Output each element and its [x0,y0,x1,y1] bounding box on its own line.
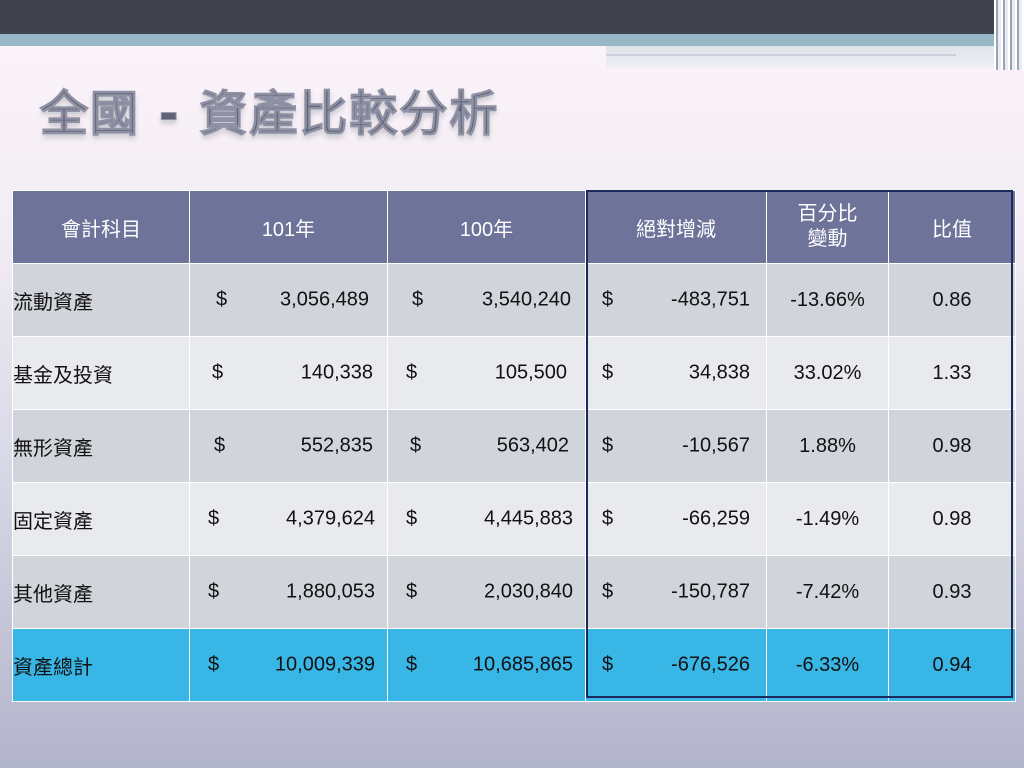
amount: 3,056,489 [280,288,369,311]
cell-subject: 其他資產 [12,555,190,629]
header-percent-change: 百分比 變動 [766,190,889,264]
amount: -483,751 [671,288,750,311]
currency-symbol: $ [406,507,418,530]
cell-delta: $ -676,526 [585,628,767,702]
currency-symbol: $ [406,653,418,676]
cell-percent: -6.33% [766,628,889,702]
amount: 4,379,624 [286,507,375,530]
cell-percent: -1.49% [766,482,889,556]
cell-percent: -7.42% [766,555,889,629]
currency-symbol: $ [214,434,226,457]
header-ratio: 比值 [888,190,1016,264]
currency-symbol: $ [412,288,424,311]
cell-subject: 無形資產 [12,409,190,483]
cell-delta: $ -66,259 [585,482,767,556]
currency-symbol: $ [602,507,614,530]
amount: 10,009,339 [274,653,375,676]
cell-percent: 33.02% [766,336,889,410]
cell-subject: 基金及投資 [12,336,190,410]
top-accent-band [0,34,1024,46]
currency-symbol: $ [602,580,614,603]
amount: -66,259 [682,507,750,530]
currency-symbol: $ [406,580,418,603]
amount: 10,685,865 [472,653,573,676]
cell-ratio: 0.98 [888,409,1016,483]
top-dark-bar [0,0,1024,34]
amount: 1,880,053 [286,580,375,603]
currency-symbol: $ [602,288,614,311]
cell-delta: $ -483,751 [585,263,767,337]
cell-subject: 流動資產 [12,263,190,337]
cell-ratio: 1.33 [888,336,1016,410]
header-subject: 會計科目 [12,190,190,264]
cell-value-101: $140,338 [189,336,388,410]
amount: 105,500 [494,361,567,384]
amount: -150,787 [671,580,750,603]
slide-title: 全國 - 資產比較分析 [39,86,500,143]
cell-value-100: $4,445,883 [387,482,586,556]
currency-symbol: $ [406,361,418,384]
cell-value-100: $3,540,240 [387,263,586,337]
cell-value-101: $3,056,489 [189,263,388,337]
amount: 3,540,240 [482,288,571,311]
currency-symbol: $ [410,434,422,457]
amount: 2,030,840 [484,580,573,603]
header-row: 會計科目 101年 100年 絕對增減 百分比變動 比值 [12,190,1016,264]
amount: 563,402 [496,434,569,457]
cell-value-101: $1,880,053 [189,555,388,629]
amount: 34,838 [688,361,750,384]
currency-symbol: $ [216,288,228,311]
amount: -676,526 [671,653,750,676]
currency-symbol: $ [208,580,220,603]
currency-symbol: $ [602,361,614,384]
top-decor-band [606,46,996,68]
cell-subject: 資產總計 [12,628,190,702]
asset-comparison-table: 會計科目 101年 100年 絕對增減 百分比變動 比值 流動資產 $3,056… [12,190,1016,702]
table-row: 固定資產 $4,379,624 $4,445,883 $ -66,259 -1.4… [12,482,1016,556]
cell-value-100: $563,402 [387,409,586,483]
cell-value-101: $4,379,624 [189,482,388,556]
currency-symbol: $ [602,434,614,457]
amount: -10,567 [682,434,750,457]
cell-ratio: 0.86 [888,263,1016,337]
cell-value-100: $2,030,840 [387,555,586,629]
cell-delta: $ -10,567 [585,409,767,483]
cell-ratio: 0.94 [888,628,1016,702]
header-absolute-change: 絕對增減 [585,190,767,264]
amount: 140,338 [300,361,373,384]
table-row: 流動資產 $3,056,489 $3,540,240 $ -483,751 -13… [12,263,1016,337]
cell-delta: $34,838 [585,336,767,410]
cell-percent: 1.88% [766,409,889,483]
cell-value-100: $105,500 [387,336,586,410]
cell-value-100: $10,685,865 [387,628,586,702]
table-row: 其他資產 $1,880,053 $2,030,840 $ -150,787 -7.… [12,555,1016,629]
corner-stripes [994,0,1024,70]
cell-percent: -13.66% [766,263,889,337]
cell-subject: 固定資產 [12,482,190,556]
currency-symbol: $ [208,507,220,530]
cell-ratio: 0.93 [888,555,1016,629]
cell-ratio: 0.98 [888,482,1016,556]
table-row: 無形資產 $552,835 $563,402 $ -10,567 1.88% 0.… [12,409,1016,483]
cell-value-101: $10,009,339 [189,628,388,702]
total-row: 資產總計 $10,009,339 $10,685,865 $ -676,526 -… [12,628,1016,702]
cell-value-101: $552,835 [189,409,388,483]
amount: 552,835 [300,434,373,457]
currency-symbol: $ [208,653,220,676]
header-percent-change-line2: 變動 [807,228,848,250]
cell-delta: $ -150,787 [585,555,767,629]
currency-symbol: $ [212,361,224,384]
table-row: 基金及投資 $140,338 $105,500 $34,838 33.02% 1… [12,336,1016,410]
header-year-101: 101年 [189,190,388,264]
header-percent-change-line1: 百分比 [797,203,858,225]
asset-comparison-table-wrap: 會計科目 101年 100年 絕對增減 百分比變動 比值 流動資產 $3,056… [12,190,1016,702]
currency-symbol: $ [602,653,614,676]
header-year-100: 100年 [387,190,586,264]
amount: 4,445,883 [484,507,573,530]
